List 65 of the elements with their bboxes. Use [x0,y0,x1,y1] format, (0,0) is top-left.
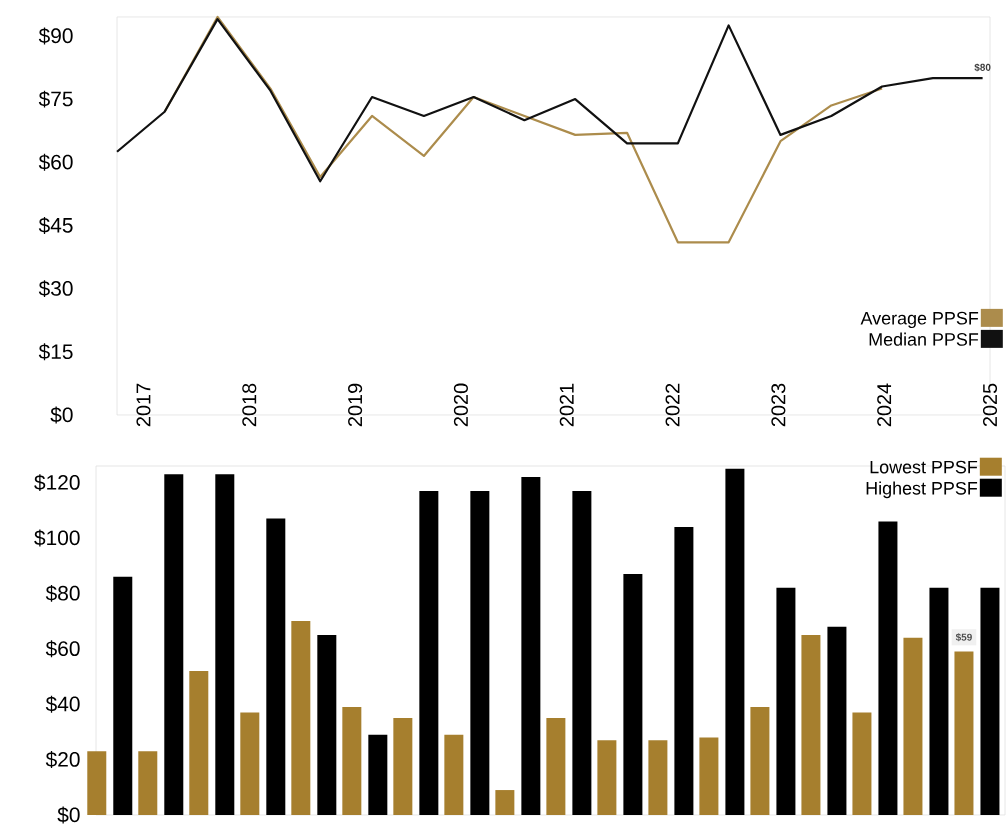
bar [674,526,694,815]
y-tick-label: $60 [38,153,73,171]
bar [317,634,337,815]
bar [419,490,439,815]
x-tick-label: 2017 [136,383,151,427]
x-tick-label: 2025 [982,383,998,427]
bar [470,490,490,815]
y-tick-label: $120 [34,474,80,492]
bar [878,521,898,815]
bar [240,712,260,815]
y-tick-label: $40 [45,695,80,713]
x-tick-label: 2020 [453,383,468,427]
data-label: $80 [974,63,991,72]
legend-label: Highest PPSF [866,481,978,499]
y-tick-label: $90 [38,27,73,45]
bar [827,626,847,815]
y-tick-label: $20 [45,751,80,769]
y-tick-label: $80 [45,584,80,602]
y-tick-label: $100 [34,529,80,547]
bar [215,474,235,815]
bar [572,490,592,815]
bar [623,574,643,815]
bar [852,712,872,815]
bar [189,670,209,815]
bar [164,474,184,815]
y-tick-label: $60 [45,640,80,658]
x-tick-label: 2022 [665,383,680,427]
bar [368,734,388,815]
bar [776,587,796,815]
bar [342,706,362,815]
legend-label: Median PPSF [869,332,979,346]
y-tick-label: $75 [38,90,73,108]
y-tick-label: $0 [57,806,80,824]
x-tick-label: 2021 [559,383,574,427]
bar [929,587,949,815]
bar [699,737,719,815]
bar [444,734,464,815]
x-tick-label: 2019 [348,383,363,427]
bar [113,576,133,815]
bar [597,740,617,815]
bar [801,634,821,815]
legend-label: Lowest PPSF [870,460,978,474]
bar [725,468,745,815]
y-tick-label: $0 [50,406,73,424]
bar [291,621,311,815]
y-tick-label: $30 [38,280,73,298]
y-tick-label: $45 [38,216,73,234]
bar [138,751,158,815]
bar [648,740,668,815]
bar [954,651,974,815]
bar [393,718,413,815]
legend-label: Average PPSF [860,311,979,329]
x-tick-label: 2018 [242,383,257,427]
bar [521,477,541,815]
bar [750,706,770,815]
bar [495,790,515,815]
bar [266,518,286,815]
bar [87,751,107,815]
data-label: $59 [955,633,972,642]
bar [546,718,566,815]
bar [980,587,1000,815]
x-tick-label: 2024 [877,383,892,427]
bar [903,637,923,815]
y-tick-label: $15 [38,343,73,361]
x-tick-label: 2023 [771,383,786,427]
